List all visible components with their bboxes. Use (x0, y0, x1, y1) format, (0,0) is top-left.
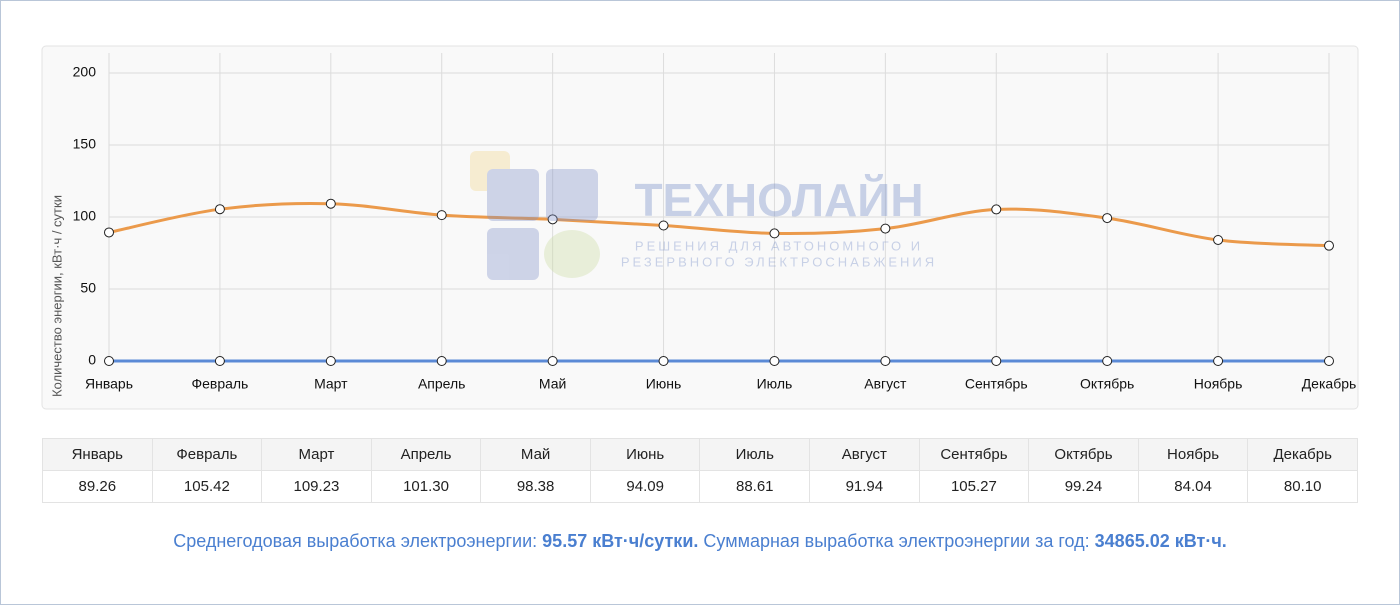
logo-square (487, 228, 539, 280)
x-tick-label: Май (539, 376, 566, 392)
table-cell: Январь (42, 438, 153, 471)
point (769, 228, 780, 239)
x-tick-label: Ноябрь (1194, 376, 1243, 392)
watermark: ТЕХНОЛАЙН РЕШЕНИЯ ДЛЯ АВТОНОМНОГО И РЕЗЕ… (470, 151, 937, 280)
x-tick-label: Декабрь (1302, 376, 1357, 392)
point (1213, 234, 1224, 245)
y-tick-label: 50 (80, 280, 96, 296)
x-tick-label: Сентябрь (965, 376, 1028, 392)
table-cell: 84.04 (1137, 470, 1249, 503)
point (769, 356, 780, 366)
logo-leaf (544, 230, 600, 278)
table-cell: 99.24 (1028, 470, 1139, 503)
y-tick-label: 150 (73, 136, 97, 152)
table-cell: 101.30 (370, 470, 482, 503)
point (991, 204, 1002, 215)
x-tick-label: Июль (757, 376, 793, 392)
table-cell: Май (480, 438, 591, 471)
x-tick-label: Июнь (646, 376, 682, 392)
table-cell: 105.42 (151, 470, 263, 503)
table-cell: Июнь (589, 438, 701, 471)
y-axis-label: Количество энергии, кВт·ч / сутки (49, 195, 64, 397)
x-tick-label: Октябрь (1080, 376, 1134, 392)
watermark-tagline: РЕШЕНИЯ ДЛЯ АВТОНОМНОГО И (635, 238, 923, 253)
point (436, 210, 447, 221)
x-tick-label: Январь (85, 376, 133, 392)
point (325, 198, 336, 209)
table-cell: Апрель (370, 438, 482, 471)
table-cell: 109.23 (261, 470, 372, 503)
point (1324, 240, 1334, 251)
logo-square (546, 169, 598, 221)
table-cell: Март (261, 438, 372, 471)
summary-text: Суммарная выработка электроэнергии за го… (698, 531, 1095, 551)
table-cell: 80.10 (1247, 470, 1358, 503)
table-cell: Ноябрь (1137, 438, 1249, 471)
table-cell: Август (809, 438, 920, 471)
point (880, 223, 891, 234)
point (991, 356, 1002, 366)
table-cell: Декабрь (1247, 438, 1358, 471)
x-tick-label: Апрель (418, 376, 466, 392)
point (104, 227, 114, 238)
point (1213, 356, 1224, 366)
table-cell: 98.38 (480, 470, 591, 503)
chart: Количество энергии, кВт·ч / сутки 0 50 100… (41, 45, 1359, 410)
y-tick-label: 100 (73, 208, 97, 224)
table-cell: 88.61 (699, 470, 811, 503)
logo-square (487, 169, 539, 221)
point (1324, 356, 1334, 366)
data-table: Январь Февраль Март Апрель Май Июнь Июль Август… (42, 438, 1358, 503)
y-tick-label: 200 (73, 64, 97, 80)
series-line (108, 201, 1330, 248)
x-tick-label: Август (864, 376, 907, 392)
summary: Среднегодовая выработка электроэнергии: … (1, 531, 1399, 552)
point (547, 356, 558, 366)
summary-text: Среднегодовая выработка электроэнергии: (173, 531, 543, 551)
watermark-brand: ТЕХНОЛАЙН (634, 174, 923, 226)
point (547, 214, 558, 225)
table-cell: 105.27 (918, 470, 1030, 503)
point (880, 356, 891, 366)
point (214, 356, 225, 366)
table-cell: Февраль (151, 438, 263, 471)
point (325, 356, 336, 366)
table-row: 89.26 105.42 109.23 101.30 98.38 94.09 88.61 91… (42, 470, 1358, 503)
table-cell: Сентябрь (918, 438, 1030, 471)
x-tick-label: Февраль (191, 376, 248, 392)
point (104, 356, 114, 366)
table-header: Январь Февраль Март Апрель Май Июнь Июль Август… (42, 438, 1358, 471)
table-cell: 94.09 (589, 470, 701, 503)
y-tick-label: 0 (88, 352, 96, 368)
table-cell: Июль (699, 438, 811, 471)
table-cell: 91.94 (809, 470, 920, 503)
point (436, 356, 447, 366)
point (658, 220, 669, 231)
point (658, 356, 669, 366)
table-cell: Октябрь (1028, 438, 1139, 471)
point (214, 204, 225, 215)
watermark-tagline: РЕЗЕРВНОГО ЭЛЕКТРОСНАБЖЕНИЯ (621, 254, 937, 269)
summary-value: 95.57 кВт·ч/сутки. (542, 531, 699, 551)
summary-value: 34865.02 кВт·ч. (1094, 531, 1227, 551)
point (1102, 213, 1113, 224)
x-tick-label: Март (314, 376, 348, 392)
point (1102, 356, 1113, 366)
table-cell: 89.26 (42, 470, 153, 503)
logo-square (470, 151, 510, 191)
